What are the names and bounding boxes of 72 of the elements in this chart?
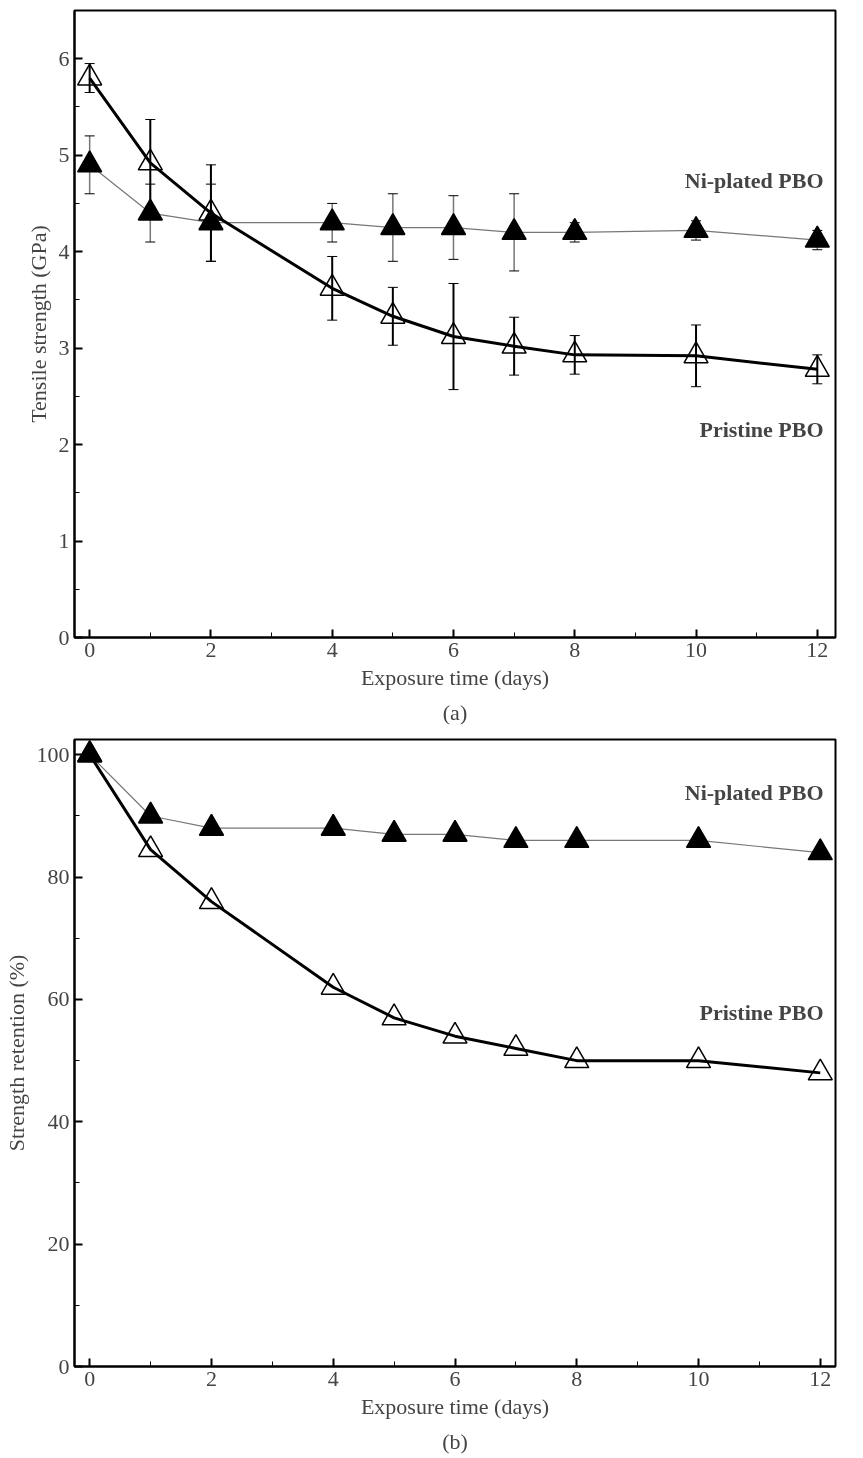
point xyxy=(683,341,709,364)
point xyxy=(76,150,103,173)
y-tick-label: 2 xyxy=(58,431,70,457)
point xyxy=(440,321,467,345)
point xyxy=(564,825,590,849)
point xyxy=(380,212,406,236)
x-tick-label: 8 xyxy=(569,636,581,662)
y-tick-label: 20 xyxy=(47,1231,70,1257)
x-tick-label: 12 xyxy=(809,1365,832,1391)
y-tick-label: 60 xyxy=(47,986,70,1012)
x-tick-label: 6 xyxy=(449,1365,461,1391)
text: (a) xyxy=(442,699,468,725)
x-axis-title: Exposure time (days) xyxy=(360,1393,550,1419)
point xyxy=(137,835,164,858)
series-label: Pristine PBO xyxy=(699,416,824,442)
x-tick-label: 10 xyxy=(685,636,708,662)
point xyxy=(564,1046,590,1069)
point xyxy=(319,273,345,296)
point xyxy=(804,354,831,378)
point xyxy=(320,972,346,995)
point xyxy=(198,198,224,221)
x-tick-label: 2 xyxy=(205,636,217,662)
point xyxy=(380,301,406,324)
series-label: Ni-plated PBO xyxy=(684,167,824,193)
point xyxy=(562,217,588,241)
point xyxy=(442,1021,468,1044)
point xyxy=(503,1033,529,1057)
x-tick-label: 0 xyxy=(84,636,96,662)
point xyxy=(503,825,529,849)
y-axis-title: Tensile strength (GPa) xyxy=(25,225,51,423)
point xyxy=(198,813,225,836)
x-axis-title: Exposure time (days) xyxy=(360,664,550,690)
y-tick-label: 100 xyxy=(36,741,70,767)
point xyxy=(198,887,225,910)
y-tick-label: 1 xyxy=(58,528,70,554)
x-tick-label: 4 xyxy=(327,1365,339,1391)
point xyxy=(807,1058,834,1081)
point xyxy=(137,801,164,824)
y-tick-label: 40 xyxy=(47,1108,70,1134)
point xyxy=(320,813,346,836)
series-label: Ni-plated PBO xyxy=(684,780,824,806)
point xyxy=(137,148,164,171)
point xyxy=(442,819,468,842)
x-tick-label: 0 xyxy=(84,1365,96,1391)
x-tick-label: 8 xyxy=(571,1365,583,1391)
point xyxy=(501,331,527,354)
point xyxy=(685,1046,712,1069)
x-tick-label: 4 xyxy=(326,636,338,662)
y-tick-label: 80 xyxy=(47,864,70,890)
x-tick-label: 6 xyxy=(447,636,459,662)
x-tick-label: 10 xyxy=(687,1365,710,1391)
text: (b) xyxy=(442,1428,468,1454)
point xyxy=(562,340,588,363)
point xyxy=(137,198,164,221)
y-tick-label: 3 xyxy=(58,335,70,361)
y-axis-title: Strength retention (%) xyxy=(3,954,29,1152)
point xyxy=(381,1003,407,1026)
y-tick-label: 5 xyxy=(58,142,70,168)
point xyxy=(440,212,467,236)
point xyxy=(807,838,834,861)
point xyxy=(319,208,345,231)
series-label: Pristine PBO xyxy=(699,1000,824,1026)
y-tick-label: 4 xyxy=(58,238,70,264)
x-tick-label: 2 xyxy=(205,1365,217,1391)
y-tick-label: 6 xyxy=(58,45,70,71)
point xyxy=(804,225,831,248)
x-tick-label: 12 xyxy=(806,636,829,662)
point xyxy=(381,819,407,842)
point xyxy=(76,63,103,86)
point xyxy=(683,215,709,239)
point xyxy=(501,217,527,241)
point xyxy=(685,825,712,849)
